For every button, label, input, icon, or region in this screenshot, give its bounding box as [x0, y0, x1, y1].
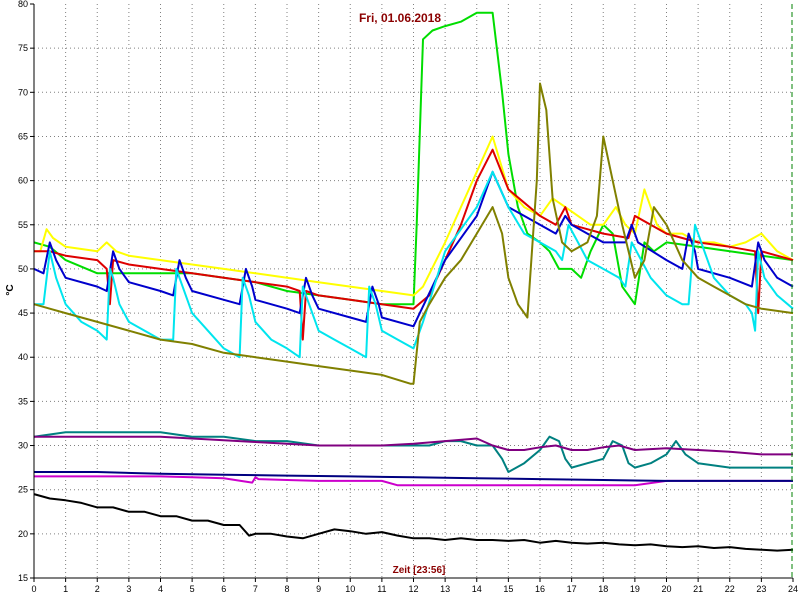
y-tick-label: 70 [18, 87, 28, 97]
y-tick-label: 35 [18, 396, 28, 406]
x-tick-label: 6 [221, 584, 226, 594]
series-line-2 [34, 135, 794, 297]
x-tick-label: 11 [377, 584, 386, 594]
y-tick-label: 80 [18, 0, 28, 9]
y-tick-label: 50 [18, 264, 28, 274]
y-tick-label: 65 [18, 131, 28, 141]
x-tick-label: 2 [95, 584, 100, 594]
x-tick-label: 8 [284, 584, 289, 594]
series-line-9 [34, 475, 793, 487]
chart-title: Fri, 01.06.2018 [359, 11, 441, 25]
series-line-6 [33, 82, 794, 385]
y-tick-label: 55 [18, 220, 28, 230]
series-line-7 [33, 431, 793, 473]
x-tick-label: 5 [190, 584, 195, 594]
x-tick-label: 4 [158, 584, 163, 594]
x-tick-label: 21 [693, 584, 703, 594]
x-tick-label: 7 [253, 584, 258, 594]
y-tick-label: 25 [18, 485, 28, 495]
series-line-8 [34, 435, 793, 456]
series-line-5 [34, 170, 794, 359]
y-tick-label: 20 [18, 529, 28, 539]
x-tick-label: 19 [630, 584, 640, 594]
x-tick-label: 24 [788, 584, 798, 594]
x-tick-label: 20 [661, 584, 671, 594]
x-tick-label: 10 [345, 584, 355, 594]
x-axis-label: Zeit [23:56] [393, 565, 446, 576]
x-tick-label: 18 [598, 584, 608, 594]
y-tick-label: 40 [18, 352, 28, 362]
axes: 0 1 2 3 4 5 6 7 8 9 10 11 12 13 14 15 16 17 18 19 20 21 22 23 24… [18, 0, 798, 594]
y-tick-label: 60 [18, 176, 28, 186]
x-tick-label: 22 [725, 584, 735, 594]
y-axis-label: °C [5, 284, 16, 295]
y-tick-label: 15 [18, 573, 28, 583]
x-tick-label: 23 [756, 584, 766, 594]
y-tick-label: 30 [18, 441, 28, 451]
x-tick-label: 16 [535, 584, 545, 594]
x-tick-label: 14 [472, 584, 482, 594]
y-tick-label: 45 [18, 308, 28, 318]
x-tick-label: 1 [63, 584, 68, 594]
series-line-10 [34, 471, 793, 482]
x-tick-label: 3 [126, 584, 131, 594]
x-tick-label: 15 [503, 584, 513, 594]
x-tick-label: 12 [408, 584, 418, 594]
series-group [33, 11, 794, 552]
series-line-4 [33, 170, 794, 328]
x-tick-label: 13 [440, 584, 450, 594]
series-line-11 [33, 493, 794, 552]
x-tick-label: 17 [567, 584, 577, 594]
x-tick-label: 0 [31, 584, 36, 594]
x-tick-label: 9 [316, 584, 321, 594]
y-tick-label: 75 [18, 43, 28, 53]
